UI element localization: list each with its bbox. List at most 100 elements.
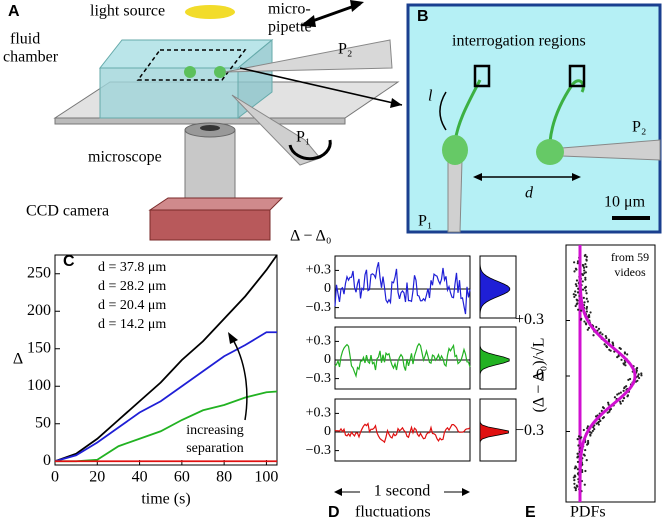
data-dot xyxy=(592,426,595,429)
rotation-arrow xyxy=(288,139,332,161)
data-dot xyxy=(576,485,579,488)
y-tick-label: 0 xyxy=(324,424,331,439)
data-dot xyxy=(572,476,575,479)
note: from 59 xyxy=(611,250,649,264)
data-dot xyxy=(585,292,588,295)
data-dot xyxy=(601,417,604,420)
panel-label: A xyxy=(8,3,20,20)
data-dot xyxy=(635,369,638,372)
data-dot xyxy=(627,378,630,381)
data-dot xyxy=(573,467,576,470)
data-dot xyxy=(575,284,578,288)
data-dot xyxy=(613,396,617,399)
data-dot xyxy=(577,435,581,438)
data-dot xyxy=(577,287,580,290)
data-dot xyxy=(584,263,587,266)
data-dot xyxy=(579,318,583,321)
panel-label: D xyxy=(328,504,340,521)
label: d xyxy=(525,185,534,202)
series-line xyxy=(54,254,278,463)
label: l xyxy=(428,88,433,105)
data-dot xyxy=(584,448,587,452)
microscope-body xyxy=(184,129,236,206)
data-dot xyxy=(623,352,627,355)
pdf-curve xyxy=(578,244,637,502)
label: CCD camera xyxy=(26,203,109,220)
arrowhead xyxy=(572,173,581,181)
data-dot xyxy=(582,296,585,299)
x-tick-label: 100 xyxy=(254,469,278,486)
data-dot xyxy=(586,439,590,443)
legend-entry: d = 37.8 μm xyxy=(98,260,166,275)
data-dot xyxy=(607,401,610,404)
data-dot xyxy=(585,458,588,462)
data-dot xyxy=(585,307,588,310)
data-dot xyxy=(583,254,586,258)
cell xyxy=(184,66,196,78)
pdf-histogram xyxy=(479,399,509,461)
data-dot xyxy=(589,434,592,437)
trace xyxy=(334,262,471,315)
data-dot xyxy=(585,259,588,262)
lens xyxy=(200,125,220,131)
x-tick-label: 0 xyxy=(51,469,59,486)
panel-label: B xyxy=(417,8,429,25)
annotation-arrow xyxy=(231,337,248,421)
data-dot xyxy=(575,303,578,306)
data-dot xyxy=(611,342,615,345)
pipette xyxy=(224,39,393,73)
data-dot xyxy=(581,280,584,283)
microscope-view: B interrogation regions l d P₁ P₂ 10 μm xyxy=(406,3,662,234)
data-dot xyxy=(619,402,622,405)
data-dot xyxy=(592,334,595,337)
data-dot xyxy=(576,468,579,471)
data-dot xyxy=(605,336,608,340)
pointer xyxy=(239,67,403,106)
data-dot xyxy=(576,452,579,455)
data-dot xyxy=(585,255,588,258)
data-dot xyxy=(583,301,586,304)
data-dot xyxy=(576,438,579,441)
data-dot xyxy=(602,407,605,410)
y-axis-label: Δ − Δ₀ xyxy=(290,228,331,245)
data-dot xyxy=(576,262,579,265)
label: P₁ xyxy=(418,213,432,230)
pipette xyxy=(447,159,463,233)
data-dot xyxy=(574,487,577,490)
data-dot xyxy=(583,454,586,457)
data-dot xyxy=(586,443,589,446)
legend-entry: d = 28.2 μm xyxy=(98,279,166,294)
data-dot xyxy=(573,479,576,482)
cell xyxy=(442,135,468,165)
data-dot xyxy=(619,347,622,350)
y-tick-label: 0 xyxy=(43,452,51,469)
data-dot xyxy=(623,386,626,390)
annotation: separation xyxy=(186,441,244,456)
data-dot xyxy=(604,335,607,338)
data-dot xyxy=(622,397,626,400)
data-dot xyxy=(584,278,587,281)
y-tick-label: 0 xyxy=(536,367,544,384)
panel-label: E xyxy=(525,504,536,521)
data-dot xyxy=(583,269,586,272)
data-dot xyxy=(582,266,586,269)
data-dot xyxy=(575,268,578,271)
data-dot xyxy=(581,288,585,291)
x-tick-label: 20 xyxy=(89,469,105,486)
data-dot xyxy=(595,325,598,329)
data-dot xyxy=(621,399,624,402)
cell xyxy=(536,139,564,165)
data-dot xyxy=(579,437,582,440)
label: pipette xyxy=(268,19,312,36)
data-dot xyxy=(617,392,621,395)
data-dot xyxy=(583,320,586,323)
data-dot xyxy=(576,456,579,459)
length-arrow xyxy=(439,91,447,131)
data-dot xyxy=(576,291,580,294)
data-dot xyxy=(587,326,591,330)
data-dot xyxy=(586,300,589,303)
data-dot xyxy=(607,403,610,406)
data-dot xyxy=(597,423,600,426)
data-dot xyxy=(589,311,592,314)
pdf-histogram xyxy=(479,255,511,319)
